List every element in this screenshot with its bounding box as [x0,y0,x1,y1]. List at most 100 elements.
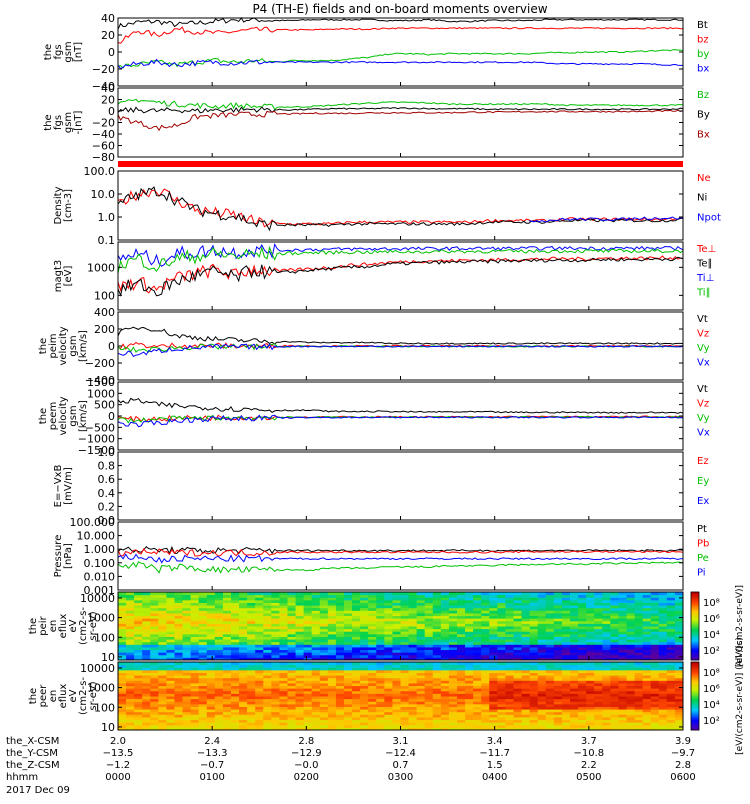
spectrogram-cell [505,709,514,713]
spectrogram-cell [658,646,668,651]
spectrogram-cell [570,664,579,668]
spectrogram-cell [448,719,458,723]
spectrogram-cell [537,646,547,651]
spectrogram-cell [134,641,143,645]
spectrogram-cell [231,631,240,635]
spectrogram-cell [513,667,523,671]
spectrogram-cell [545,724,555,728]
spectrogram-cell [650,727,660,731]
spectrogram-cell [392,716,401,721]
spectrogram-cell [198,602,208,606]
spectrogram-cell [473,675,482,679]
spectrogram-cell [239,724,248,728]
spectrogram-cell [489,592,498,596]
spectrogram-cell [247,620,256,624]
spectrogram-cell [537,657,547,661]
spectrogram-cell [190,657,200,661]
spectrogram-cell [368,594,377,598]
spectrogram-cell [182,680,192,684]
spectrogram-cell [658,701,668,705]
spectrogram-cell [553,724,563,728]
spectrogram-cell [602,722,611,726]
spectrogram-cell [626,602,636,606]
colorbar-swatch [691,665,699,668]
spectrogram-cell [279,639,288,643]
spectrogram-cell [182,688,192,692]
spectrogram-cell [424,610,434,614]
spectrogram-cell [521,667,531,671]
spectrogram-cell [537,675,547,679]
spectrogram-cell [505,727,514,731]
spectrogram-cell [392,599,401,603]
spectrogram-cell [271,669,280,673]
spectrogram-cell [578,693,587,697]
spectrogram-cell [618,693,627,697]
spectrogram-cell [287,597,297,601]
spectrogram-cell [408,620,418,624]
spectrogram-cell [231,626,240,630]
spectrogram-cell [505,626,514,630]
spectrogram-cell [166,649,175,653]
spectrogram-cell [352,605,361,609]
spectrogram-cell [126,615,135,619]
spectrogram-cell [634,644,644,648]
spectrogram-cell [287,610,297,614]
spectrogram-cell [658,657,668,661]
spectrogram-cell [545,641,555,645]
spectrogram-cell [634,722,644,726]
spectrogram-cell [206,690,216,694]
spectrogram-cell [586,714,595,718]
spectrogram-cell [327,711,337,715]
spectrogram-cell [505,672,514,676]
legend-Ne: Ne [697,173,711,184]
spectrogram-cell [182,657,192,661]
x-tick-label: −0.0 [294,760,318,771]
spectrogram-cell [529,711,539,715]
spectrogram-cell [174,594,184,598]
spectrogram-cell [602,605,611,609]
spectrogram-cell [457,722,466,726]
spectrogram-cell [610,690,619,694]
spectrogram-cell [545,631,555,635]
spectrogram-cell [553,652,563,656]
spectrogram-cell [658,711,668,715]
colorbar-swatch [691,675,699,678]
spectrogram-cell [432,709,442,713]
spectrogram-cell [214,719,224,723]
y-tick-label: 0.001 [84,584,116,597]
spectrogram-cell [392,610,401,614]
spectrogram-cell [222,599,232,603]
spectrogram-cell [222,682,232,687]
spectrogram-cell [497,664,506,668]
spectrogram-cell [521,594,531,598]
spectrogram-cell [457,680,466,684]
spectrogram-cell [440,669,450,673]
spectrogram-cell [545,646,555,651]
spectrogram-cell [214,675,224,679]
spectrogram-cell [311,597,321,601]
spectrogram-cell [279,599,288,603]
spectrogram-cell [335,620,345,624]
spectrogram-cell [545,677,555,681]
spectrogram-cell [416,657,426,661]
spectrogram-cell [521,664,531,668]
spectrogram-cell [271,680,280,684]
spectrogram-cell [142,631,151,635]
spectrogram-cell [626,716,636,721]
spectrogram-cell [319,644,329,648]
spectrogram-cell [182,719,192,723]
y-tick-label: 1.0 [98,211,116,224]
spectrogram-cell [327,612,337,617]
spectrogram-cell [432,639,442,643]
spectrogram-cell [666,662,676,666]
spectrogram-cell [602,646,611,651]
spectrogram-cell [255,685,264,689]
spectrogram-cell [344,682,353,687]
spectrogram-cell [666,605,676,609]
spectrogram-cell [658,714,668,718]
spectrogram-cell [303,620,313,624]
spectrogram-cell [408,716,418,721]
spectrogram-cell [610,716,619,721]
spectrogram-cell [537,649,547,653]
spectrogram-cell [432,680,442,684]
